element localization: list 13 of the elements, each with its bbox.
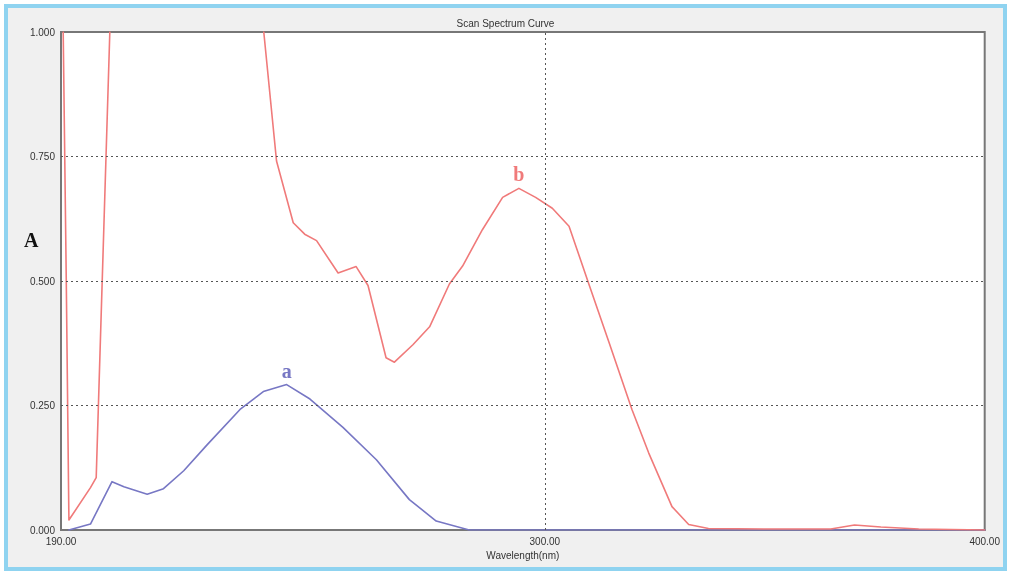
chart-title: Scan Spectrum Curve [456, 17, 555, 29]
y-tick-label: 0.500 [29, 275, 56, 287]
y-tick-label: 0.000 [29, 524, 56, 536]
x-axis-title: Wavelength(nm) [486, 550, 560, 562]
x-tick-label: 400.00 [969, 535, 1001, 547]
y-tick-label: 0.250 [29, 400, 56, 411]
y-axis-title: A [24, 229, 39, 251]
x-tick-label: 300.00 [529, 535, 561, 547]
annotation: b [513, 163, 525, 186]
y-tick-label: 0.750 [29, 151, 56, 162]
y-tick-label: 1.000 [29, 26, 56, 38]
x-tick-label: 190.00 [45, 535, 77, 547]
annotation: a [281, 359, 292, 382]
